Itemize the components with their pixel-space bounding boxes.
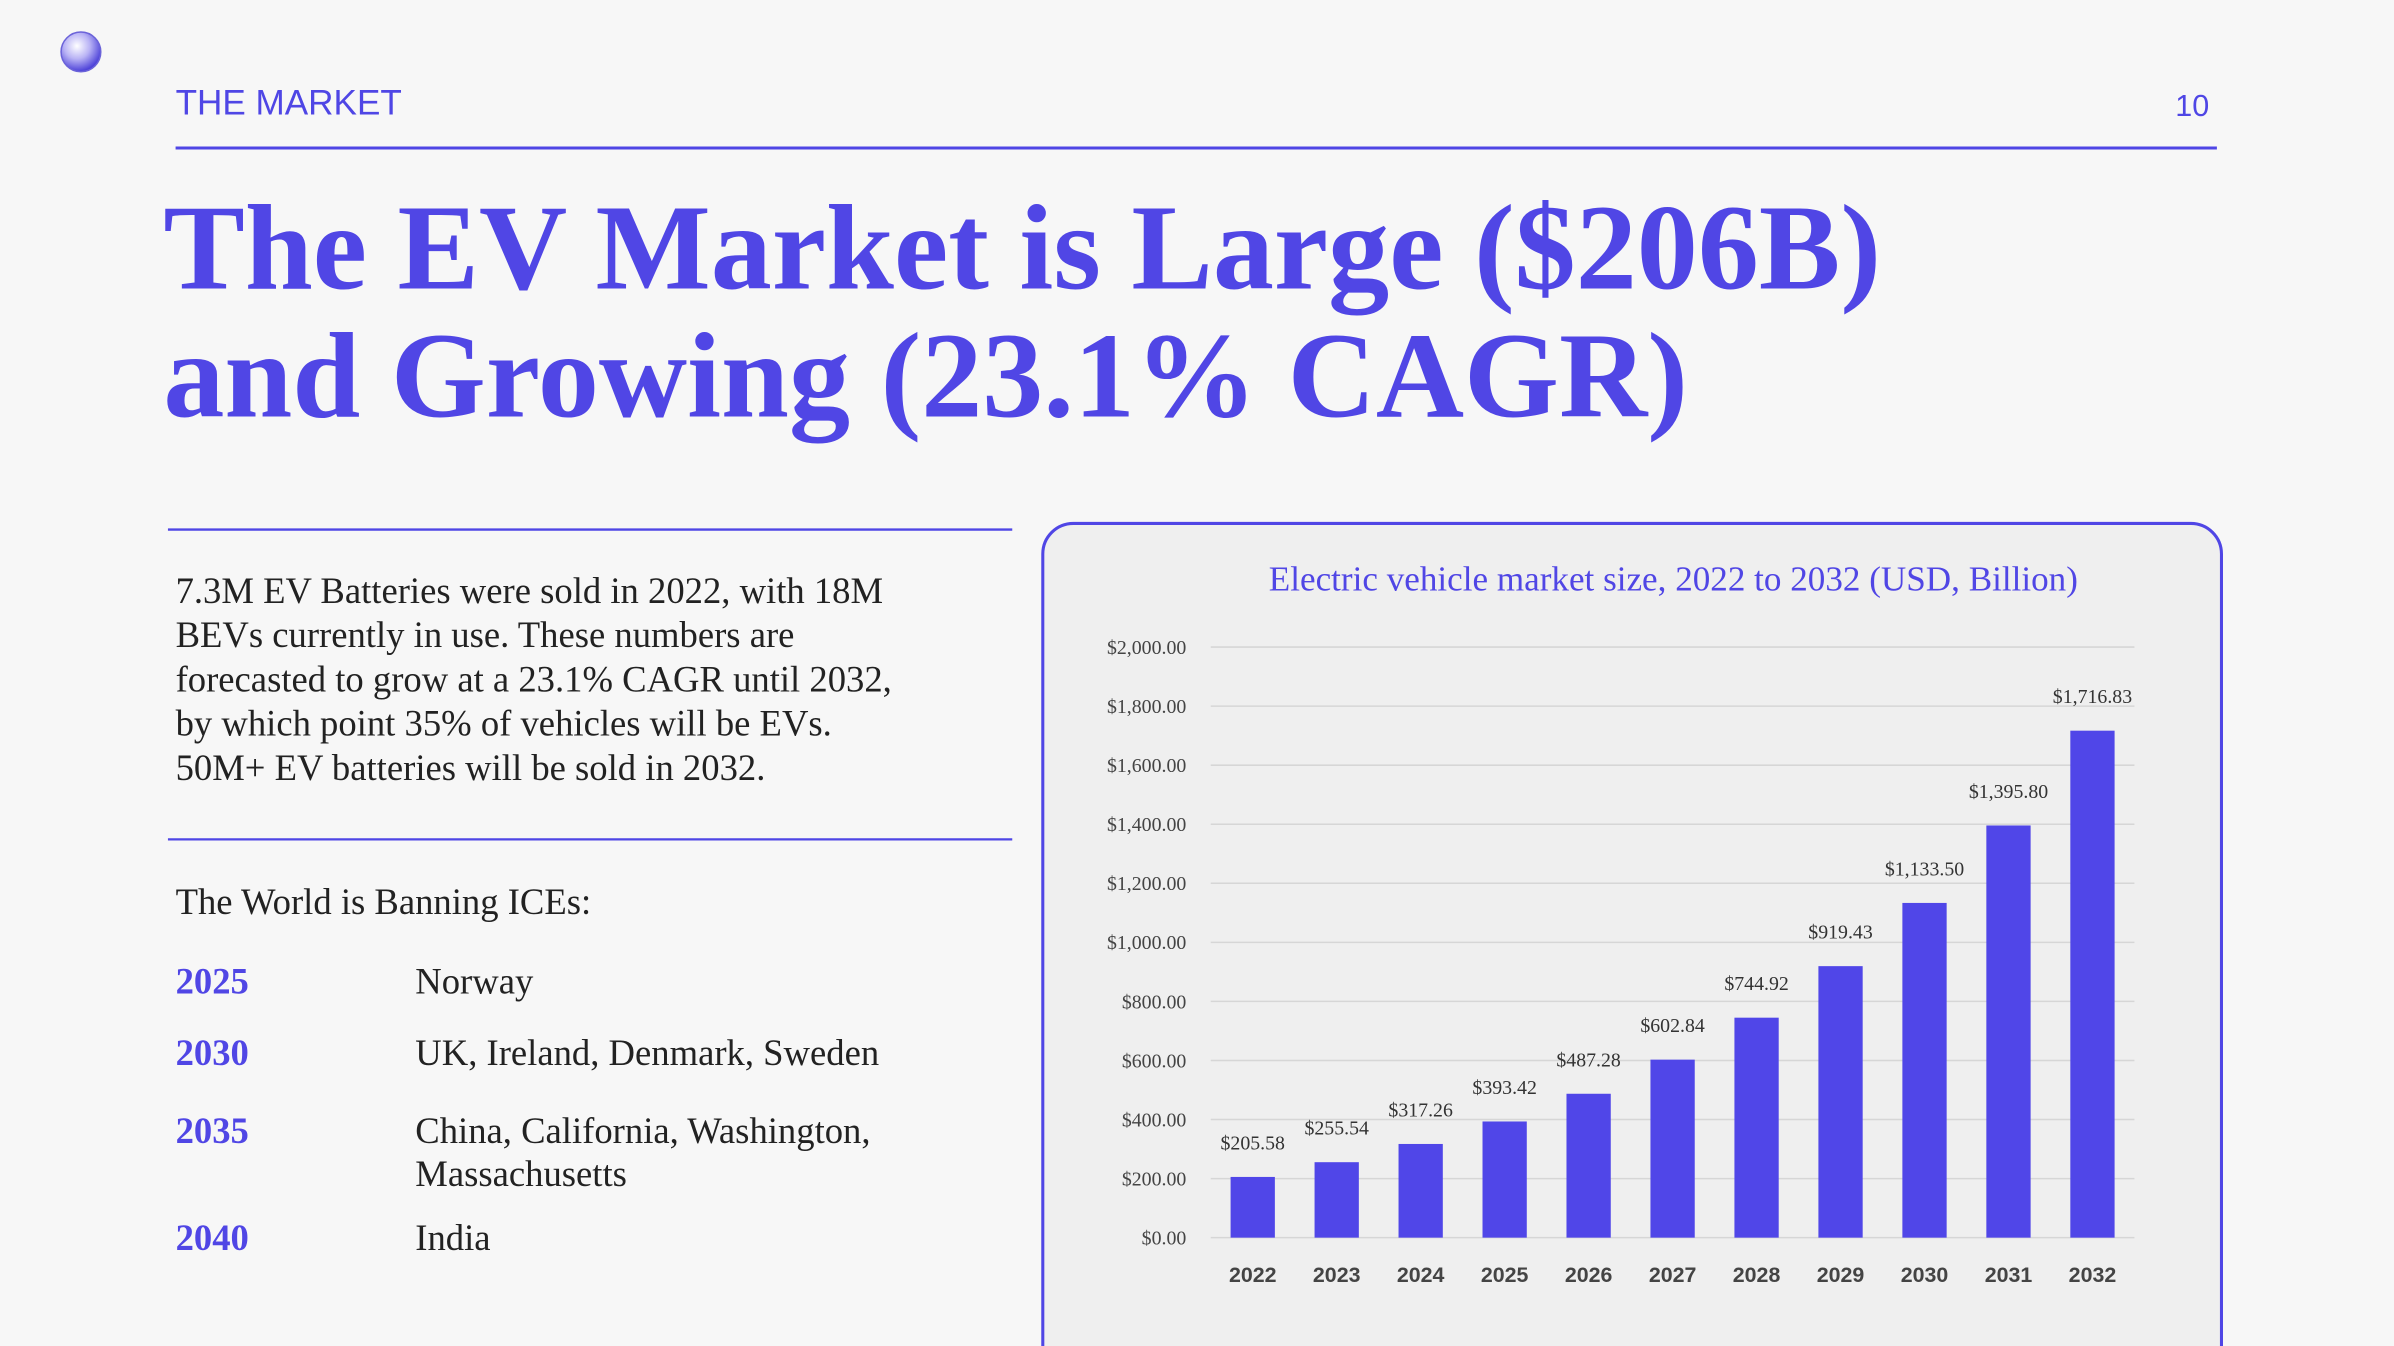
x-tick-label: 2031	[1985, 1263, 2033, 1287]
y-tick-label: $1,000.00	[1107, 932, 1186, 954]
x-tick-label: 2028	[1733, 1263, 1781, 1287]
page-number: 10	[2175, 89, 2209, 123]
bans-heading: The World is Banning ICEs:	[176, 881, 592, 922]
summary-line: by which point 35% of vehicles will be E…	[176, 703, 832, 744]
bar	[1314, 1162, 1359, 1238]
y-tick-label: $2,000.00	[1107, 637, 1186, 659]
x-tick-label: 2027	[1649, 1263, 1697, 1287]
x-tick-label: 2024	[1397, 1263, 1445, 1287]
bar	[1566, 1093, 1611, 1238]
y-tick-label: $1,200.00	[1107, 873, 1186, 895]
y-tick-label: $0.00	[1142, 1228, 1187, 1250]
logo	[60, 31, 102, 73]
bar	[1734, 1017, 1779, 1238]
ban-year: 2035	[176, 1110, 249, 1151]
bar	[1986, 825, 2031, 1238]
summary-line: forecasted to grow at a 23.1% CAGR until…	[176, 658, 892, 699]
y-tick-label: $1,400.00	[1107, 814, 1186, 836]
ban-year: 2040	[176, 1217, 249, 1258]
ban-year: 2025	[176, 960, 249, 1001]
value-label: $744.92	[1724, 973, 1788, 995]
value-label: $487.28	[1556, 1049, 1621, 1071]
summary-line: 50M+ EV batteries will be sold in 2032.	[176, 747, 766, 788]
y-tick-label: $600.00	[1122, 1050, 1187, 1072]
value-label: $1,716.83	[2053, 686, 2132, 708]
value-label: $919.43	[1808, 922, 1873, 944]
bar	[1482, 1121, 1527, 1238]
section-label: THE MARKET	[176, 83, 402, 122]
ban-year: 2030	[176, 1032, 249, 1073]
x-tick-label: 2032	[2069, 1263, 2117, 1287]
x-tick-label: 2030	[1901, 1263, 1949, 1287]
bar	[1902, 902, 1947, 1238]
title-line: and Growing (23.1% CAGR)	[163, 309, 1688, 444]
value-label: $255.54	[1304, 1118, 1369, 1140]
value-label: $205.58	[1220, 1132, 1285, 1154]
y-tick-label: $1,800.00	[1107, 696, 1186, 718]
y-tick-label: $1,600.00	[1107, 755, 1186, 777]
x-tick-label: 2029	[1817, 1263, 1865, 1287]
chart: $0.00 $200.00 $400.00 $600.00 $800.00 $1,000.…	[1107, 637, 2135, 1287]
x-tick-label: 2023	[1313, 1263, 1361, 1287]
ban-countries: India	[415, 1217, 490, 1258]
chart-title: Electric vehicle market size, 2022 to 20…	[1269, 560, 2078, 599]
bar	[1650, 1059, 1695, 1238]
value-label: $602.84	[1640, 1015, 1705, 1037]
x-tick-label: 2025	[1481, 1263, 1529, 1287]
value-label: $1,133.50	[1885, 858, 1964, 880]
x-tick-label: 2026	[1565, 1263, 1613, 1287]
value-label: $393.42	[1472, 1077, 1536, 1099]
bar	[1818, 966, 1863, 1238]
value-label: $1,395.80	[1969, 781, 2048, 803]
left-column: 7.3M EV Batteries were sold in 2022, wit…	[176, 570, 892, 1258]
y-tick-label: $200.00	[1122, 1168, 1187, 1190]
y-tick-label: $800.00	[1122, 991, 1187, 1013]
summary-line: 7.3M EV Batteries were sold in 2022, wit…	[176, 570, 884, 611]
bar	[2070, 730, 2115, 1238]
ban-countries: UK, Ireland, Denmark, Sweden	[415, 1032, 879, 1073]
title-line: The EV Market is Large ($206B)	[163, 180, 1881, 315]
y-tick-label: $400.00	[1122, 1109, 1187, 1131]
ban-countries: Norway	[415, 960, 534, 1001]
summary-line: BEVs currently in use. These numbers are	[176, 614, 795, 655]
ban-countries: China, California, Washington,	[415, 1110, 870, 1151]
value-label: $317.26	[1388, 1099, 1453, 1121]
bar	[1230, 1176, 1275, 1238]
bar	[1398, 1143, 1443, 1238]
ban-countries: Massachusetts	[415, 1153, 627, 1194]
x-tick-label: 2022	[1229, 1263, 1277, 1287]
